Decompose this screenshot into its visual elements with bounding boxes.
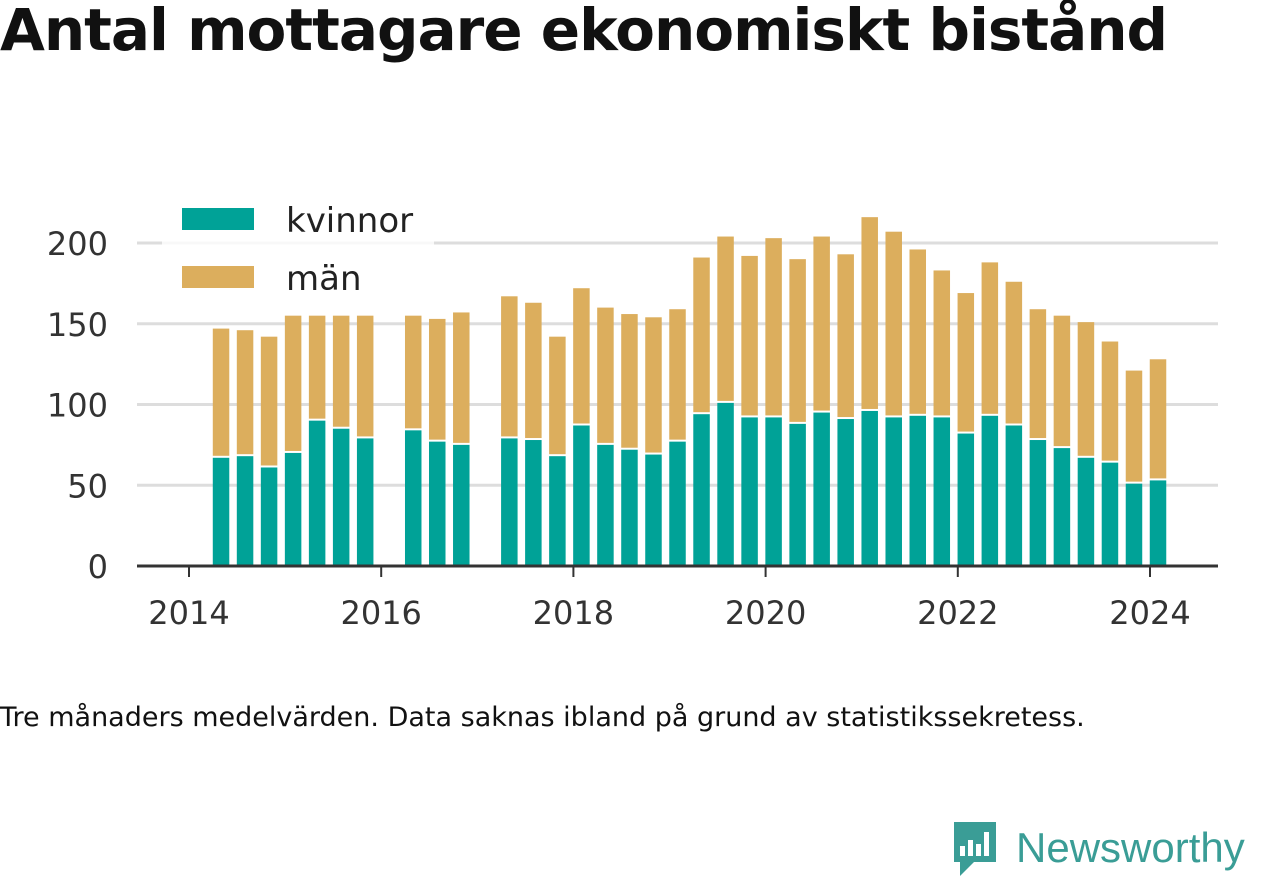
bar-kvinnor	[573, 425, 590, 566]
bar-man	[621, 314, 638, 448]
x-tick-label: 2016	[340, 594, 421, 632]
y-tick-label: 100	[47, 387, 108, 425]
newsworthy-logo: Newsworthy	[950, 818, 1245, 878]
bar-kvinnor	[549, 456, 566, 566]
bar-man	[669, 309, 686, 440]
bar-man	[1149, 359, 1167, 479]
bar-kvinnor	[933, 417, 951, 566]
bar-man	[212, 328, 230, 456]
bar-kvinnor	[260, 467, 278, 566]
bar-kvinnor	[741, 417, 758, 566]
bar-kvinnor	[885, 417, 902, 566]
legend-label: män	[286, 259, 362, 299]
bar-man	[1005, 281, 1023, 424]
chart-speech-bubble-icon	[954, 822, 996, 876]
bar-kvinnor	[332, 428, 350, 566]
bar-man	[813, 236, 830, 411]
bar-man	[957, 293, 975, 432]
bar-man	[765, 238, 782, 416]
x-tick-label: 2022	[917, 594, 998, 632]
bar-kvinnor	[789, 423, 806, 566]
bar-kvinnor	[693, 414, 710, 566]
bar-kvinnor	[1101, 462, 1119, 566]
bar-kvinnor	[1125, 483, 1143, 566]
bar-man	[1077, 322, 1095, 456]
bar-man	[525, 302, 542, 439]
bar-man	[885, 231, 902, 416]
bar-man	[981, 262, 999, 414]
bar-kvinnor	[356, 438, 374, 566]
chart-title: Antal mottagare ekonomiskt bistånd	[0, 0, 1168, 64]
bar-man	[356, 315, 374, 437]
bar-man	[1029, 309, 1047, 439]
bar-kvinnor	[501, 438, 518, 566]
bar-kvinnor	[813, 412, 830, 566]
bar-kvinnor	[404, 430, 422, 566]
bar-man	[1125, 370, 1143, 482]
bar-man	[861, 217, 878, 409]
bar-kvinnor	[645, 454, 662, 566]
bar-man	[404, 315, 422, 429]
legend-swatch	[182, 208, 254, 230]
bar-man	[236, 330, 254, 455]
y-tick-label: 200	[47, 225, 108, 263]
bar-kvinnor	[837, 419, 854, 566]
bar-man	[837, 254, 854, 418]
logo-text: Newsworthy	[1016, 824, 1245, 871]
bar-kvinnor	[765, 417, 782, 566]
bar-man	[597, 307, 614, 443]
bar-man	[741, 255, 758, 416]
x-tick-label: 2020	[725, 594, 806, 632]
bar-kvinnor	[308, 420, 326, 566]
bar-kvinnor	[236, 456, 254, 566]
bar-kvinnor	[597, 444, 614, 566]
legend-swatch	[182, 266, 254, 288]
bar-kvinnor	[957, 433, 975, 566]
bar-kvinnor	[525, 440, 542, 566]
bar-man	[909, 249, 927, 414]
bar-kvinnor	[212, 457, 230, 566]
bar-kvinnor	[1149, 480, 1167, 566]
bar-kvinnor	[909, 415, 927, 566]
bar-man	[501, 296, 518, 437]
bar-man	[1101, 341, 1119, 461]
bar-man	[693, 257, 710, 413]
legend-label: kvinnor	[286, 201, 413, 241]
bar-kvinnor	[621, 449, 638, 566]
bar-man	[573, 288, 590, 424]
bar-man	[308, 315, 326, 419]
bar-kvinnor	[429, 441, 446, 566]
legend: kvinnor män	[162, 196, 434, 308]
bar-man	[645, 317, 662, 453]
x-tick-label: 2024	[1109, 594, 1190, 632]
bar-man	[549, 336, 566, 455]
bar-kvinnor	[453, 444, 470, 566]
bar-kvinnor	[981, 415, 999, 566]
bar-kvinnor	[717, 402, 734, 566]
y-tick-label: 50	[67, 467, 108, 505]
bar-kvinnor	[284, 452, 302, 566]
bar-man	[453, 312, 470, 443]
stacked-bar-chart: 2014 2016 2018 2020 2022 2024 0 50 100 150 200 kvin…	[46, 196, 1218, 632]
bar-man	[260, 336, 278, 466]
chart-caption: Tre månaders medelvärden. Data saknas ib…	[0, 702, 1085, 733]
bar-man	[332, 315, 350, 427]
bar-kvinnor	[861, 410, 878, 566]
y-tick-label: 0	[88, 548, 108, 586]
bar-man	[1053, 315, 1071, 447]
y-tick-label: 150	[47, 306, 108, 344]
bar-kvinnor	[1077, 457, 1095, 566]
bar-man	[284, 315, 302, 451]
bar-man	[933, 270, 951, 416]
bar-kvinnor	[1029, 440, 1047, 566]
x-tick-label: 2018	[533, 594, 614, 632]
bar-man	[789, 259, 806, 422]
bar-man	[429, 318, 446, 440]
bar-kvinnor	[669, 441, 686, 566]
bar-kvinnor	[1053, 448, 1071, 566]
x-tick-label: 2014	[148, 594, 229, 632]
bar-kvinnor	[1005, 425, 1023, 566]
bar-man	[717, 236, 734, 401]
